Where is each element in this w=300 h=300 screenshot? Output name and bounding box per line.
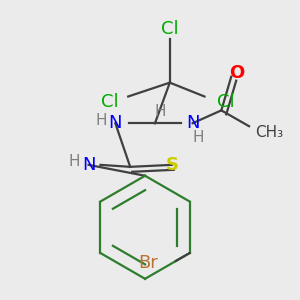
Text: Br: Br: [138, 254, 158, 272]
Text: H: H: [96, 113, 107, 128]
Text: Cl: Cl: [218, 93, 235, 111]
Text: N: N: [186, 114, 200, 132]
Text: N: N: [82, 156, 95, 174]
Text: S: S: [165, 156, 178, 174]
Text: CH₃: CH₃: [255, 125, 283, 140]
Text: H: H: [193, 130, 204, 145]
Text: Cl: Cl: [161, 20, 178, 38]
Text: N: N: [109, 114, 122, 132]
Text: H: H: [69, 154, 80, 169]
Text: H: H: [154, 104, 166, 119]
Text: Cl: Cl: [101, 93, 118, 111]
Text: O: O: [230, 64, 245, 82]
